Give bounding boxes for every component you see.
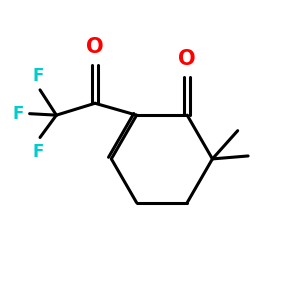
Text: F: F <box>33 143 44 161</box>
Text: O: O <box>86 37 104 57</box>
Text: O: O <box>178 49 196 69</box>
Text: F: F <box>33 67 44 85</box>
Text: F: F <box>13 105 24 123</box>
